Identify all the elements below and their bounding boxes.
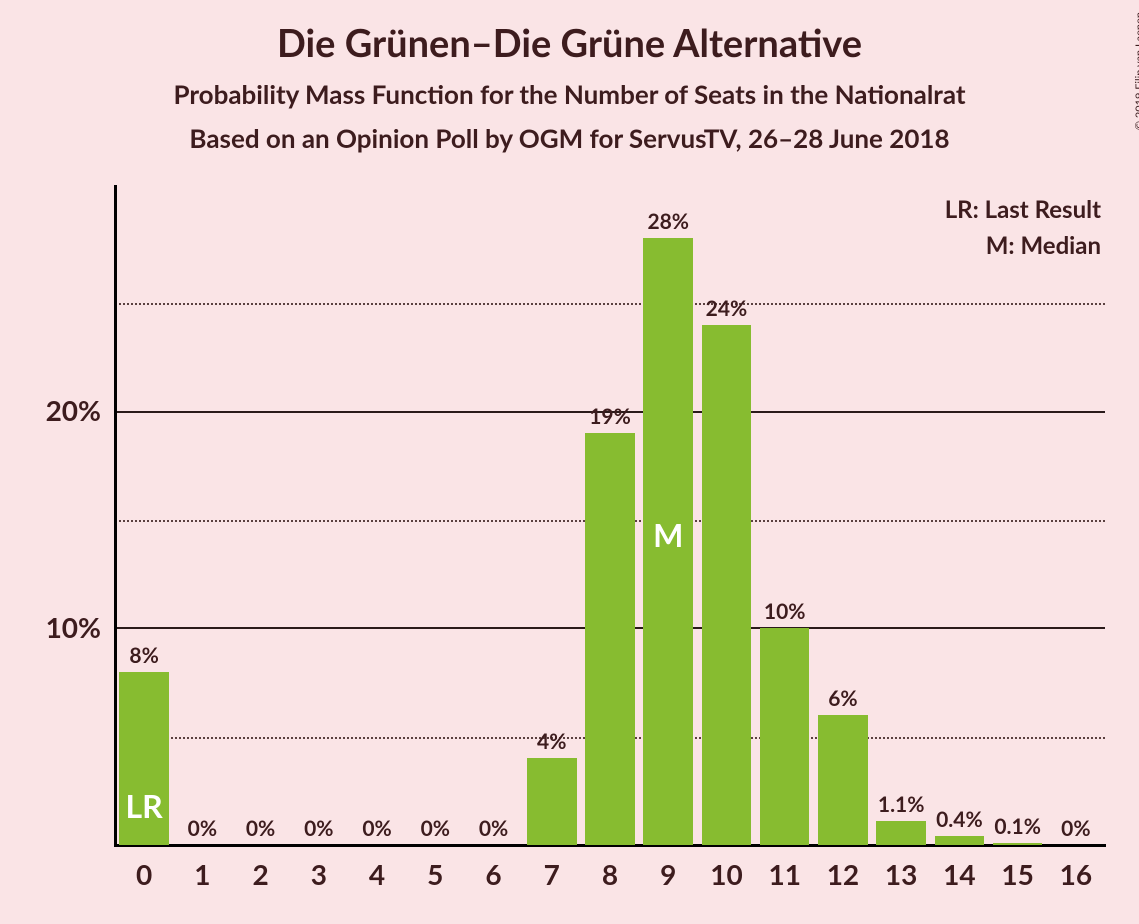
bar-value-label: 19% xyxy=(570,404,650,429)
bar xyxy=(585,433,635,845)
bar xyxy=(993,843,1043,845)
bar-value-label: 0% xyxy=(1036,816,1116,841)
x-tick-label: 11 xyxy=(755,857,815,891)
x-tick-label: 5 xyxy=(405,857,465,891)
grid-minor xyxy=(115,303,1105,305)
bar-value-label: 4% xyxy=(512,729,592,754)
y-tick-label: 10% xyxy=(0,610,101,644)
x-tick-label: 9 xyxy=(638,857,698,891)
chart-subtitle-2: Based on an Opinion Poll by OGM for Serv… xyxy=(0,122,1139,154)
x-tick-label: 4 xyxy=(347,857,407,891)
y-tick-label: 20% xyxy=(0,393,101,427)
bar-value-label: 0% xyxy=(454,816,534,841)
chart-title: Die Grünen–Die Grüne Alternative xyxy=(0,20,1139,66)
x-tick-label: 12 xyxy=(813,857,873,891)
bar-value-label: 24% xyxy=(686,296,766,321)
bar-value-label: 8% xyxy=(104,643,184,668)
chart-canvas: Die Grünen–Die Grüne Alternative Probabil… xyxy=(0,0,1139,924)
bar-value-label: 10% xyxy=(745,599,825,624)
bar-value-label: 6% xyxy=(803,686,883,711)
x-tick-label: 2 xyxy=(231,857,291,891)
x-tick-label: 1 xyxy=(172,857,232,891)
x-tick-label: 14 xyxy=(929,857,989,891)
x-tick-label: 15 xyxy=(988,857,1048,891)
legend-m: M: Median xyxy=(986,231,1101,260)
y-axis xyxy=(114,185,117,845)
bar xyxy=(527,758,577,845)
x-tick-label: 3 xyxy=(289,857,349,891)
legend-lr: LR: Last Result xyxy=(945,195,1101,224)
bar xyxy=(818,715,868,845)
copyright-text: © 2019 Filip van Laenen xyxy=(1133,12,1139,130)
x-tick-label: 6 xyxy=(464,857,524,891)
bar xyxy=(760,628,810,845)
chart-subtitle-1: Probability Mass Function for the Number… xyxy=(0,78,1139,110)
bar xyxy=(702,325,752,845)
x-tick-label: 16 xyxy=(1046,857,1106,891)
bar-value-label: 28% xyxy=(628,209,708,234)
plot-area: 8%LR0%0%0%0%0%0%4%19%28%M24%10%6%1.1%0.4… xyxy=(115,195,1105,845)
x-tick-label: 8 xyxy=(580,857,640,891)
x-tick-label: 0 xyxy=(114,857,174,891)
in-bar-label: M xyxy=(643,515,693,554)
x-tick-label: 7 xyxy=(522,857,582,891)
x-tick-label: 13 xyxy=(871,857,931,891)
x-tick-label: 10 xyxy=(696,857,756,891)
